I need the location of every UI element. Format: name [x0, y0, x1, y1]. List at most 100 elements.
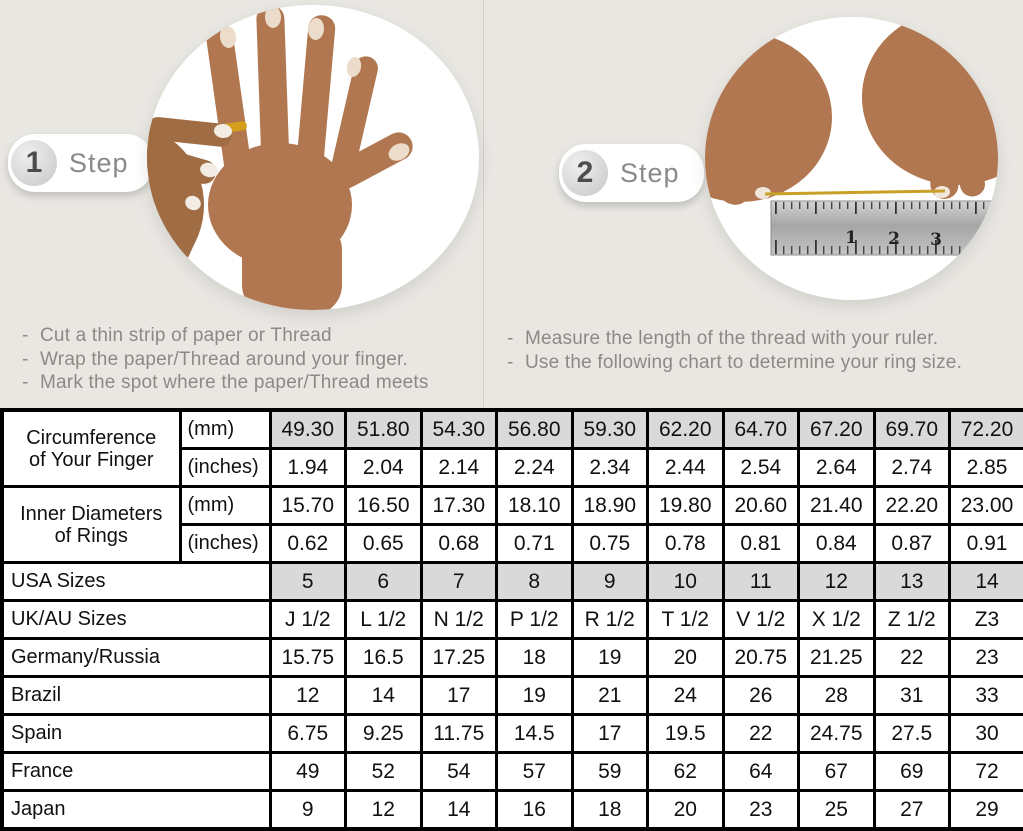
size-cell: 14 — [346, 677, 422, 715]
size-cell: 24.75 — [799, 715, 875, 753]
size-cell: 12 — [346, 791, 422, 830]
size-cell: 22.20 — [874, 487, 950, 525]
instruction-line: - Measure the length of the thread with … — [507, 327, 1023, 351]
size-cell: 19.80 — [648, 487, 724, 525]
step1-hand-photo — [147, 5, 479, 310]
size-cell: 20 — [648, 639, 724, 677]
size-cell: 8 — [497, 563, 573, 601]
size-cell: R 1/2 — [572, 601, 648, 639]
size-cell: 0.75 — [572, 525, 648, 563]
size-cell: 18 — [497, 639, 573, 677]
size-cell: 64 — [723, 753, 799, 791]
size-cell: 17 — [421, 677, 497, 715]
unit-label: (mm) — [180, 410, 270, 449]
size-cell: 9 — [572, 563, 648, 601]
size-cell: 54 — [421, 753, 497, 791]
size-cell: 12 — [799, 563, 875, 601]
size-cell: T 1/2 — [648, 601, 724, 639]
size-cell: 28 — [799, 677, 875, 715]
size-cell: 13 — [874, 563, 950, 601]
size-cell: 18.90 — [572, 487, 648, 525]
size-cell: 0.65 — [346, 525, 422, 563]
size-cell: N 1/2 — [421, 601, 497, 639]
size-cell: 19.5 — [648, 715, 724, 753]
ruler: 1 2 3 — [771, 201, 998, 255]
size-cell: 15.75 — [270, 639, 346, 677]
size-cell: 0.87 — [874, 525, 950, 563]
main-hand — [204, 5, 417, 310]
size-cell: 19 — [572, 639, 648, 677]
size-cell: 16.5 — [346, 639, 422, 677]
size-cell: L 1/2 — [346, 601, 422, 639]
instruction-text: Mark the spot where the paper/Thread mee… — [40, 371, 429, 395]
size-cell: 2.04 — [346, 449, 422, 487]
size-cell: 62 — [648, 753, 724, 791]
size-cell: 2.54 — [723, 449, 799, 487]
step2-label: Step — [620, 158, 680, 189]
size-cell: 21.25 — [799, 639, 875, 677]
size-cell: 2.24 — [497, 449, 573, 487]
size-cell: 54.30 — [421, 410, 497, 449]
step1-badge: 1 Step — [8, 134, 153, 192]
size-cell: 0.68 — [421, 525, 497, 563]
step2-instructions: - Measure the length of the thread with … — [507, 327, 1023, 374]
size-cell: 62.20 — [648, 410, 724, 449]
size-cell: 1.94 — [270, 449, 346, 487]
step2-badge: 2 Step — [559, 144, 704, 202]
row-label: USA Sizes — [2, 563, 270, 601]
bullet-dash: - — [22, 324, 40, 348]
step2-number: 2 — [562, 150, 608, 196]
instruction-text: Use the following chart to determine you… — [525, 351, 962, 375]
instruction-line: - Use the following chart to determine y… — [507, 351, 1023, 375]
size-cell: 29 — [950, 791, 1023, 830]
size-cell: 23 — [723, 791, 799, 830]
unit-label: (mm) — [180, 487, 270, 525]
unit-label: (inches) — [180, 449, 270, 487]
size-cell: 18 — [572, 791, 648, 830]
size-cell: 0.84 — [799, 525, 875, 563]
size-cell: 20 — [648, 791, 724, 830]
ruler-number-3: 3 — [930, 230, 942, 250]
size-cell: X 1/2 — [799, 601, 875, 639]
size-cell: 12 — [270, 677, 346, 715]
section-divider — [483, 0, 484, 407]
instruction-text: Wrap the paper/Thread around your finger… — [40, 348, 408, 372]
row-label: Spain — [2, 715, 270, 753]
size-cell: 0.71 — [497, 525, 573, 563]
size-cell: 9 — [270, 791, 346, 830]
size-cell: 56.80 — [497, 410, 573, 449]
step2-ruler-photo: 1 2 3 — [705, 17, 998, 300]
size-cell: 16.50 — [346, 487, 422, 525]
size-cell: 67.20 — [799, 410, 875, 449]
size-cell: 0.78 — [648, 525, 724, 563]
size-cell: 14.5 — [497, 715, 573, 753]
size-cell: 16 — [497, 791, 573, 830]
size-cell: 59 — [572, 753, 648, 791]
bullet-dash: - — [22, 371, 40, 395]
size-cell: 64.70 — [723, 410, 799, 449]
size-cell: 2.14 — [421, 449, 497, 487]
step1-label: Step — [69, 148, 129, 179]
size-cell: 69 — [874, 753, 950, 791]
ruler-number-2: 2 — [888, 229, 900, 249]
instruction-line: - Wrap the paper/Thread around your fing… — [22, 348, 482, 372]
size-cell: 52 — [346, 753, 422, 791]
size-cell: 21.40 — [799, 487, 875, 525]
size-cell: 26 — [723, 677, 799, 715]
size-cell: 59.30 — [572, 410, 648, 449]
row-label: Japan — [2, 791, 270, 830]
size-cell: J 1/2 — [270, 601, 346, 639]
row-label: UK/AU Sizes — [2, 601, 270, 639]
size-cell: 11.75 — [421, 715, 497, 753]
size-cell: 33 — [950, 677, 1023, 715]
size-cell: 5 — [270, 563, 346, 601]
size-cell: 49.30 — [270, 410, 346, 449]
